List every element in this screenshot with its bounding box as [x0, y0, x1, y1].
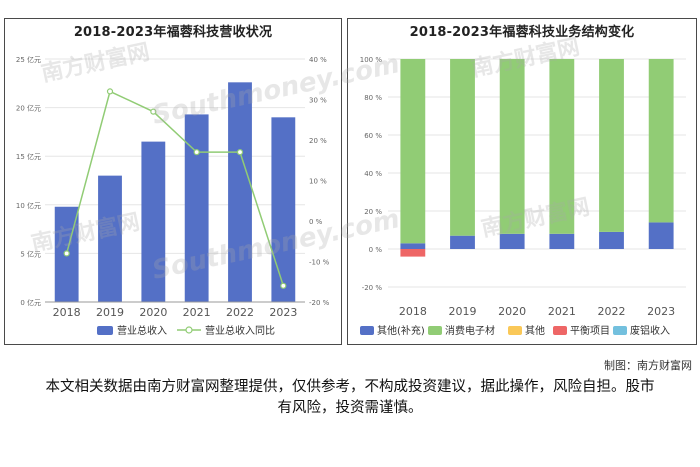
- y-tick-label-left: 5 亿元: [20, 249, 41, 258]
- y-tick-label-left: 10 亿元: [16, 201, 41, 210]
- y-tick-label: -20 %: [362, 284, 383, 292]
- structure-chart-panel: 2018-2023年福蓉科技业务结构变化 -20 % 0 % 20 % 40 % 60 …: [347, 18, 697, 345]
- x-tick-label: 2021: [183, 306, 211, 319]
- y-tick-label-right: 10 %: [309, 178, 327, 186]
- x-tick-label: 2020: [498, 305, 526, 318]
- legend-swatch: [613, 326, 627, 335]
- legend-swatch-point: [185, 326, 193, 334]
- revenue-chart-title: 2018-2023年福蓉科技营收状况: [73, 25, 273, 40]
- y-tick-label: 0 %: [369, 246, 383, 254]
- bar-segment: [599, 231, 624, 249]
- bar: [271, 117, 296, 302]
- bar: [228, 82, 252, 302]
- bar-segment: [648, 222, 674, 249]
- yoy-point: [63, 250, 70, 257]
- x-tick-label: 2022: [598, 305, 626, 318]
- chart-credit: 制图：南方财富网: [604, 359, 692, 372]
- x-tick-label: 2023: [647, 305, 675, 318]
- y-tick-label-right: -20 %: [309, 299, 330, 307]
- bar-segment: [450, 59, 475, 236]
- yoy-point: [106, 88, 114, 95]
- y-tick-label-right: 0 %: [309, 218, 323, 226]
- bar-segment: [549, 59, 575, 234]
- x-tick-label: 2018: [399, 305, 427, 318]
- y-tick-label-right: 20 %: [309, 137, 327, 145]
- x-tick-label: 2021: [548, 305, 576, 318]
- bar: [184, 114, 209, 303]
- y-tick-label-right: -10 %: [309, 259, 330, 267]
- y-tick-label: 80 %: [364, 94, 382, 102]
- structure-chart: -20 % 0 % 20 % 40 % 60 % 80 % 100 % 2018 2019 202…: [360, 56, 686, 337]
- bar-segment: [400, 243, 426, 249]
- legend-label: 消费电子材: [445, 324, 495, 337]
- legend-swatch: [553, 326, 567, 335]
- legend-label: 营业总收入: [117, 324, 167, 337]
- legend-swatch: [428, 326, 442, 335]
- y-tick-label-left: 25 亿元: [16, 55, 41, 64]
- yoy-line: [65, 90, 285, 287]
- x-tick-label: 2019: [449, 305, 477, 318]
- legend-swatch: [508, 326, 522, 335]
- bar: [141, 141, 166, 302]
- bar-segment: [499, 59, 525, 234]
- y-tick-label-right: 40 %: [309, 56, 327, 64]
- yoy-point: [236, 149, 244, 156]
- y-tick-label-left: 20 亿元: [16, 104, 41, 113]
- x-tick-label: 2020: [139, 306, 167, 319]
- legend-label: 营业总收入同比: [205, 324, 275, 337]
- legend-label: 平衡项目: [570, 325, 610, 337]
- legend-swatch-bar: [97, 326, 113, 335]
- x-tick-label: 2018: [53, 306, 81, 319]
- bar-segment: [599, 59, 624, 232]
- y-tick-label: 60 %: [364, 132, 382, 140]
- y-tick-label: 20 %: [364, 208, 382, 216]
- y-tick-label-left: 15 亿元: [16, 152, 41, 161]
- x-tick-label: 2022: [226, 306, 254, 319]
- bar-segment: [400, 249, 426, 257]
- bar-segment: [549, 233, 575, 249]
- bar-segment: [499, 233, 525, 249]
- yoy-point: [193, 149, 200, 156]
- y-tick-label-right: 30 %: [309, 97, 327, 105]
- disclaimer-text: 本文相关数据由南方财富网整理提供，仅供参考，不构成投资建议，据此操作，风险自担。…: [45, 379, 655, 416]
- bar-segment: [400, 59, 426, 244]
- legend-label: 其他: [525, 324, 545, 337]
- x-tick-label: 2023: [269, 306, 297, 319]
- y-tick-label: 100 %: [360, 56, 383, 64]
- legend-label: 其他(补充): [377, 324, 425, 337]
- bar-segment: [648, 59, 674, 223]
- structure-chart-title: 2018-2023年福蓉科技业务结构变化: [409, 25, 635, 40]
- x-tick-label: 2019: [96, 306, 124, 319]
- revenue-chart: 0 亿元 5 亿元 10 亿元 15 亿元 20 亿元 25 亿元 -20 % -10 % 0 …: [16, 55, 330, 337]
- bar-segment: [450, 235, 475, 249]
- legend-label: 废铝收入: [630, 324, 670, 337]
- y-tick-label: 40 %: [364, 170, 382, 178]
- bar: [98, 175, 122, 302]
- yoy-point: [150, 108, 157, 115]
- y-tick-label-left: 0 亿元: [20, 298, 41, 307]
- legend-swatch: [360, 326, 374, 335]
- revenue-chart-panel: 2018-2023年福蓉科技营收状况 0 亿元 5 亿元 10 亿元 15 亿元 20 …: [4, 18, 342, 345]
- yoy-point: [280, 282, 287, 289]
